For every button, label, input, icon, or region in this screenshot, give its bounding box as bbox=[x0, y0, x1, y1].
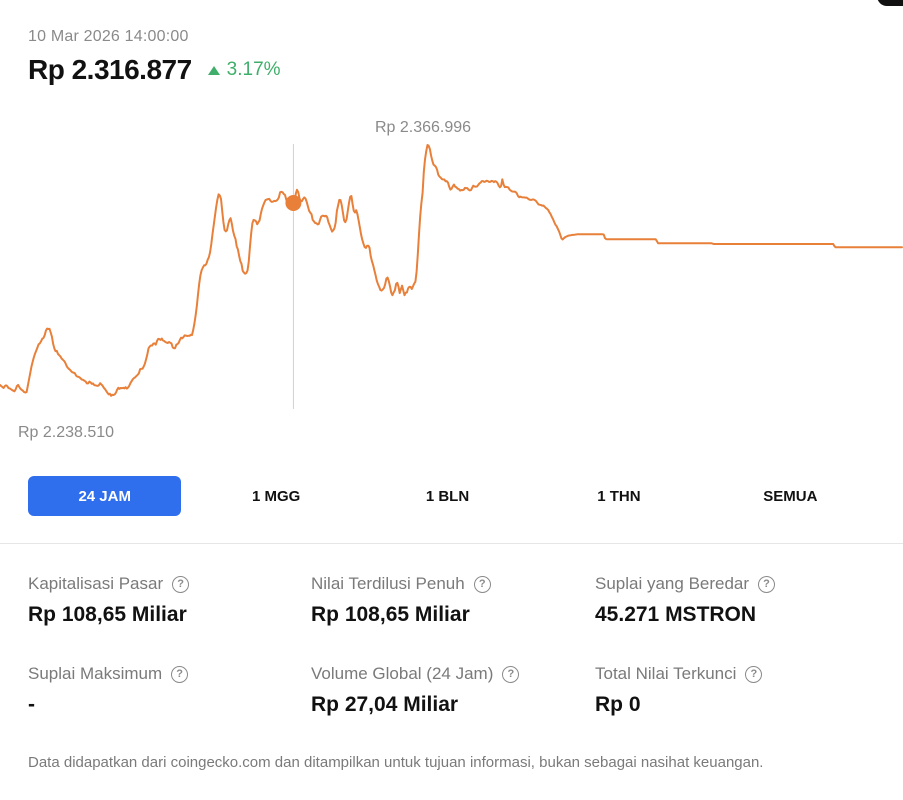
stat-label: Suplai yang Beredar ? bbox=[595, 574, 855, 594]
stat-value: Rp 27,04 Miliar bbox=[311, 693, 459, 716]
stat-value: Rp 108,65 Miliar bbox=[311, 603, 470, 626]
tab-24-jam[interactable]: 24 JAM bbox=[28, 476, 182, 516]
tab-1-bln[interactable]: 1 BLN bbox=[425, 487, 470, 505]
triangle-up-icon bbox=[207, 65, 220, 75]
question-circle-icon[interactable]: ? bbox=[502, 665, 520, 683]
question-circle-icon[interactable]: ? bbox=[172, 575, 190, 593]
divider bbox=[0, 543, 903, 544]
corner-decoration bbox=[877, 0, 903, 6]
stat-value: - bbox=[28, 693, 35, 716]
stat-fully-diluted: Nilai Terdilusi Penuh ? Rp 108,65 Miliar bbox=[311, 574, 571, 627]
question-circle-icon[interactable]: ? bbox=[745, 665, 763, 683]
current-price: Rp 2.316.877 bbox=[28, 54, 192, 85]
stat-label: Suplai Maksimum ? bbox=[28, 664, 288, 684]
question-circle-icon[interactable]: ? bbox=[758, 575, 776, 593]
price-chart[interactable]: Rp 2.366.996 Rp 2.238.510 bbox=[0, 0, 903, 460]
stat-label-text: Nilai Terdilusi Penuh bbox=[311, 574, 465, 593]
stat-value: 45.271 MSTRON bbox=[595, 603, 757, 626]
stat-label-text: Suplai Maksimum bbox=[28, 664, 163, 683]
stat-label-text: Total Nilai Terkunci bbox=[595, 664, 737, 683]
stat-label: Nilai Terdilusi Penuh ? bbox=[311, 574, 571, 594]
chart-low-label: Rp 2.238.510 bbox=[18, 424, 114, 441]
stat-value: Rp 0 bbox=[595, 693, 641, 716]
stat-max-supply: Suplai Maksimum ? - bbox=[28, 664, 288, 717]
price-header: 10 Mar 2026 14:00:00 Rp 2.316.877 3.17% bbox=[28, 28, 281, 86]
question-circle-icon[interactable]: ? bbox=[473, 575, 491, 593]
stat-label-text: Kapitalisasi Pasar bbox=[28, 574, 164, 593]
stat-label: Volume Global (24 Jam) ? bbox=[311, 664, 571, 684]
stat-market-cap: Kapitalisasi Pasar ? Rp 108,65 Miliar bbox=[28, 574, 288, 627]
stat-global-volume: Volume Global (24 Jam) ? Rp 27,04 Miliar bbox=[311, 664, 571, 717]
tab-semua[interactable]: SEMUA bbox=[763, 487, 818, 505]
price-row: Rp 2.316.877 3.17% bbox=[28, 54, 281, 86]
stat-value: Rp 108,65 Miliar bbox=[28, 603, 187, 626]
chart-high-label: Rp 2.366.996 bbox=[375, 119, 471, 136]
stat-label-text: Volume Global (24 Jam) bbox=[311, 664, 494, 683]
chart-cursor-dot bbox=[285, 194, 302, 211]
stat-label-text: Suplai yang Beredar bbox=[595, 574, 750, 593]
disclaimer: Data didapatkan dari coingecko.com dan d… bbox=[28, 754, 764, 771]
price-series-line bbox=[0, 144, 903, 397]
question-circle-icon[interactable]: ? bbox=[171, 665, 189, 683]
stat-label: Total Nilai Terkunci ? bbox=[595, 664, 855, 684]
tab-1-mgg[interactable]: 1 MGG bbox=[251, 487, 301, 505]
price-change: 3.17% bbox=[207, 59, 281, 81]
stat-total-value-locked: Total Nilai Terkunci ? Rp 0 bbox=[595, 664, 855, 717]
timeframe-tabs: 24 JAM 1 MGG 1 BLN 1 THN SEMUA bbox=[28, 476, 885, 516]
stat-label: Kapitalisasi Pasar ? bbox=[28, 574, 288, 594]
stat-circulating-supply: Suplai yang Beredar ? 45.271 MSTRON bbox=[595, 574, 855, 627]
price-change-percent: 3.17% bbox=[226, 59, 281, 80]
tab-1-thn[interactable]: 1 THN bbox=[597, 487, 641, 505]
timestamp: 10 Mar 2026 14:00:00 bbox=[28, 28, 189, 45]
